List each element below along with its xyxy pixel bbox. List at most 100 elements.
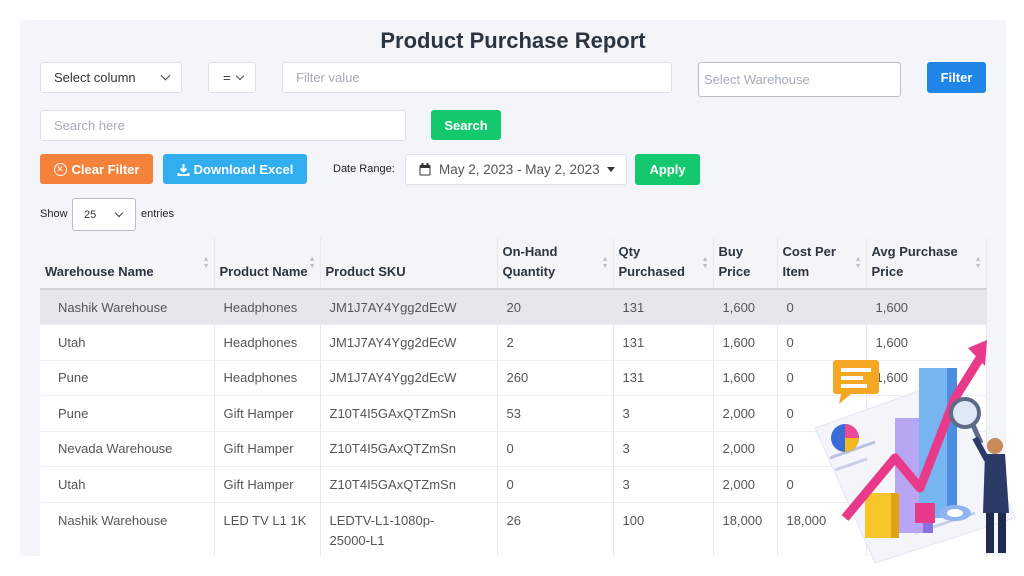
table-row: Utah Headphones JM1J7AY4Ygg2dEcW 2 131 1… xyxy=(40,324,987,361)
cell-sku: Z10T4I5GAxQTZmSn xyxy=(320,466,498,503)
cell-onhand: 0 xyxy=(497,466,614,503)
header-warehouse[interactable]: Warehouse Name ▲ ▼ xyxy=(40,238,215,290)
chevron-down-icon xyxy=(114,208,124,218)
cell-qty: 3 xyxy=(613,395,714,432)
filter-value-placeholder: Filter value xyxy=(296,70,360,85)
analytics-illustration xyxy=(814,340,1016,563)
filter-value-input[interactable]: Filter value xyxy=(282,62,672,93)
cell-sku-line-1: LEDTV-L1-1080p- xyxy=(329,512,435,528)
cell-onhand: 20 xyxy=(497,289,614,325)
header-qty-label-2: Purchased xyxy=(618,264,685,279)
cell-sku: LEDTV-L1-1080p- 25000-L1 xyxy=(320,502,498,556)
header-sku-label: Product SKU xyxy=(325,264,406,279)
cell-onhand: 0 xyxy=(497,431,614,467)
operator-value: = xyxy=(223,70,231,85)
cell-buy: 1,600 xyxy=(713,324,778,361)
cell-product: Headphones xyxy=(214,289,321,325)
calendar-icon xyxy=(419,163,431,176)
cell-product: Headphones xyxy=(214,360,321,396)
header-avg-label-2: Price xyxy=(871,264,904,279)
cell-onhand: 260 xyxy=(497,360,614,396)
cell-onhand: 2 xyxy=(497,324,614,361)
cell-onhand: 26 xyxy=(497,502,614,556)
cell-qty: 3 xyxy=(613,431,714,467)
show-label: Show xyxy=(40,208,68,220)
cell-sku: Z10T4I5GAxQTZmSn xyxy=(320,431,498,467)
header-cost[interactable]: Cost Per Item ▲ ▼ xyxy=(777,238,867,290)
cell-buy: 1,600 xyxy=(713,360,778,396)
header-sku[interactable]: Product SKU xyxy=(320,238,498,290)
sort-icon: ▲ ▼ xyxy=(974,256,982,270)
cell-product: Gift Hamper xyxy=(214,395,321,432)
header-qty-label-1: Qty xyxy=(618,244,641,259)
download-excel-button[interactable]: Download Excel xyxy=(163,154,307,184)
search-input[interactable]: Search here xyxy=(40,110,406,141)
column-select[interactable]: Select column xyxy=(40,62,182,93)
header-product-label: Product Name xyxy=(219,264,308,279)
cell-product: LED TV L1 1K xyxy=(214,502,321,556)
cell-warehouse: Utah xyxy=(40,466,215,503)
date-range-value: May 2, 2023 - May 2, 2023 xyxy=(439,162,600,177)
header-cost-label-1: Cost Per xyxy=(782,244,836,259)
header-onhand-label-2: Quantity xyxy=(502,264,556,279)
header-qty[interactable]: Qty Purchased ▲ ▼ xyxy=(613,238,714,290)
close-circle-icon: ✕ xyxy=(53,162,67,176)
header-avg-label-1: Avg Purchase xyxy=(871,244,958,259)
cell-warehouse: Nashik Warehouse xyxy=(40,289,215,325)
cell-buy: 18,000 xyxy=(713,502,778,556)
cell-product: Gift Hamper xyxy=(214,466,321,503)
header-avg[interactable]: Avg Purchase Price ▲ ▼ xyxy=(866,238,987,290)
cell-sku: JM1J7AY4Ygg2dEcW xyxy=(320,360,498,396)
header-buy[interactable]: Buy Price xyxy=(713,238,778,290)
cell-qty: 131 xyxy=(613,324,714,361)
cell-buy: 2,000 xyxy=(713,466,778,503)
cell-sku: JM1J7AY4Ygg2dEcW xyxy=(320,324,498,361)
header-product[interactable]: Product Name ▲ ▼ xyxy=(214,238,321,290)
cell-qty: 100 xyxy=(613,502,714,556)
cell-qty: 131 xyxy=(613,289,714,325)
warehouse-select[interactable]: Select Warehouse xyxy=(698,62,901,97)
chevron-down-icon xyxy=(235,71,245,81)
header-warehouse-label: Warehouse Name xyxy=(45,264,154,279)
cell-warehouse: Pune xyxy=(40,395,215,432)
clear-filter-label: Clear Filter xyxy=(71,161,140,177)
header-buy-label-1: Buy xyxy=(718,244,744,259)
table-row: Nashik Warehouse Headphones JM1J7AY4Ygg2… xyxy=(40,289,987,325)
entries-label: entries xyxy=(141,208,175,220)
chevron-down-icon xyxy=(160,70,171,81)
search-button[interactable]: Search xyxy=(431,110,501,140)
clear-filter-button[interactable]: ✕ Clear Filter xyxy=(40,154,153,184)
operator-select[interactable]: = xyxy=(208,62,256,93)
cell-avg: 1,600 xyxy=(866,289,987,325)
date-range-picker[interactable]: May 2, 2023 - May 2, 2023 xyxy=(405,154,627,185)
table-header-row: Warehouse Name ▲ ▼ Product Name ▲ ▼ Product … xyxy=(40,238,987,290)
cell-sku: JM1J7AY4Ygg2dEcW xyxy=(320,289,498,325)
page-title: Product Purchase Report xyxy=(380,28,646,53)
header-onhand-label-1: On-Hand xyxy=(502,244,558,259)
entries-count: 25 xyxy=(84,208,97,221)
entries-select[interactable]: 25 xyxy=(72,198,136,231)
sort-icon: ▲ ▼ xyxy=(308,256,316,270)
download-excel-label: Download Excel xyxy=(193,161,294,177)
download-icon xyxy=(177,163,190,176)
cell-warehouse: Utah xyxy=(40,324,215,361)
sort-icon: ▲ ▼ xyxy=(854,256,862,270)
cell-warehouse: Nevada Warehouse xyxy=(40,431,215,467)
filter-button[interactable]: Filter xyxy=(927,62,986,93)
cell-sku: Z10T4I5GAxQTZmSn xyxy=(320,395,498,432)
table-row: Pune Gift Hamper Z10T4I5GAxQTZmSn 53 3 2… xyxy=(40,395,987,432)
column-select-value: Select column xyxy=(54,70,136,85)
apply-button[interactable]: Apply xyxy=(635,154,700,185)
sort-icon: ▲ ▼ xyxy=(701,256,709,270)
search-placeholder: Search here xyxy=(54,118,125,133)
cell-warehouse: Pune xyxy=(40,360,215,396)
date-range-label: Date Range: xyxy=(333,163,395,175)
cell-buy: 2,000 xyxy=(713,395,778,432)
cell-avg: 1,600 xyxy=(866,324,987,361)
cell-cost: 18,000 xyxy=(777,502,867,556)
header-cost-label-2: Item xyxy=(782,264,810,279)
header-onhand[interactable]: On-Hand Quantity ▲ ▼ xyxy=(497,238,614,290)
warehouse-placeholder: Select Warehouse xyxy=(704,72,810,87)
cell-product: Gift Hamper xyxy=(214,431,321,467)
cell-cost: 0 xyxy=(777,324,867,361)
